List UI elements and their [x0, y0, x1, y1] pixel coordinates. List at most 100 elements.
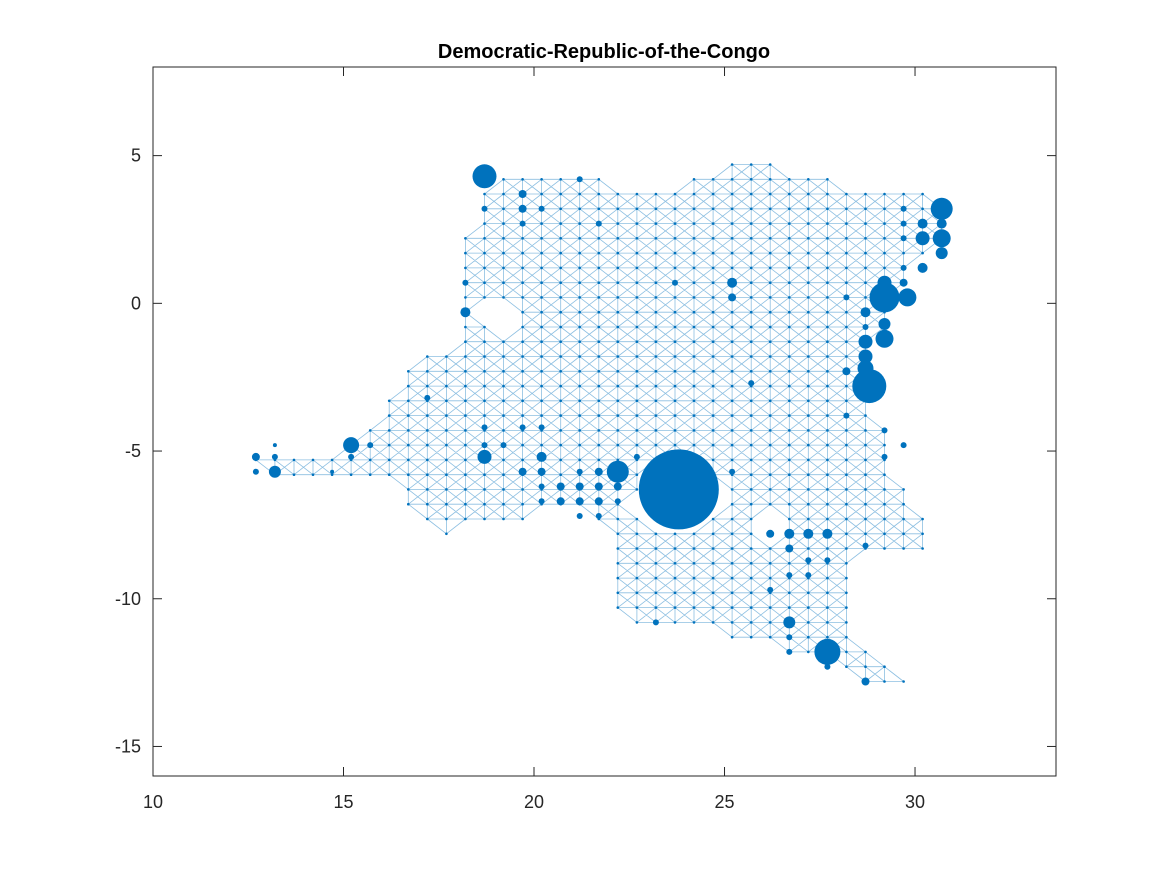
mesh-node [711, 251, 715, 255]
mesh-node [826, 591, 829, 595]
mesh-node [788, 207, 791, 211]
mesh-node [692, 325, 696, 329]
mesh-node [445, 429, 448, 432]
mesh-node [464, 296, 467, 299]
mesh-node [768, 473, 772, 477]
mesh-node [426, 502, 429, 506]
mesh-node [597, 355, 601, 358]
mesh-node [673, 251, 677, 255]
mesh-node [616, 458, 620, 462]
mesh-node [711, 266, 715, 270]
mesh-node [807, 621, 810, 624]
data-point [424, 394, 431, 401]
mesh-node [864, 650, 867, 654]
data-point [783, 616, 796, 629]
mesh-node [902, 517, 905, 521]
mesh-node [673, 237, 677, 240]
mesh-node [521, 266, 524, 270]
mesh-node [749, 310, 753, 314]
mesh-node [768, 443, 772, 447]
mesh-node [826, 237, 829, 240]
mesh-node [368, 458, 372, 462]
data-point [857, 360, 874, 377]
mesh-node [826, 488, 829, 491]
mesh-node [635, 606, 639, 609]
mesh-node [445, 443, 448, 447]
data-point [858, 349, 873, 364]
mesh-node [445, 502, 448, 506]
mesh-node [654, 222, 658, 225]
mesh-node [826, 576, 829, 580]
mesh-node [578, 414, 581, 417]
data-point [614, 498, 621, 505]
mesh-node [692, 414, 696, 417]
mesh-node [387, 414, 391, 417]
mesh-node [788, 266, 791, 270]
mesh-node [711, 384, 715, 388]
mesh-node [673, 355, 677, 358]
mesh-node [768, 384, 772, 388]
mesh-node [749, 473, 753, 477]
mesh-node [559, 310, 562, 314]
mesh-node [521, 340, 524, 344]
mesh-node [559, 443, 562, 447]
mesh-node [845, 207, 848, 211]
data-point [595, 220, 602, 227]
mesh-node [559, 429, 562, 432]
data-point [576, 176, 583, 183]
mesh-node [578, 443, 581, 447]
mesh-node [883, 532, 886, 536]
mesh-node [711, 576, 715, 580]
mesh-node [845, 576, 848, 580]
mesh-node [673, 384, 677, 388]
chart-title: Democratic-Republic-of-the-Congo [438, 41, 770, 63]
mesh-node [807, 384, 810, 388]
mesh-node [559, 355, 562, 358]
mesh-node [768, 192, 772, 196]
mesh-node [711, 296, 715, 299]
mesh-node [654, 296, 658, 299]
data-point [518, 467, 527, 476]
mesh-node [540, 296, 543, 299]
mesh-node [502, 399, 505, 403]
data-point [917, 218, 928, 229]
data-point [786, 572, 793, 579]
mesh-node [521, 502, 524, 506]
mesh-node [597, 399, 601, 403]
mesh-node [673, 576, 677, 580]
data-point [613, 482, 622, 491]
data-point [652, 619, 659, 626]
mesh-node [692, 399, 696, 403]
mesh-node [616, 281, 620, 285]
mesh-node [864, 458, 867, 462]
mesh-node [387, 429, 391, 432]
mesh-node [521, 355, 524, 358]
data-point [748, 380, 755, 387]
axes-box [152, 66, 1057, 777]
mesh-node [616, 429, 620, 432]
mesh-node [788, 281, 791, 285]
data-point [268, 465, 281, 478]
mesh-node [654, 591, 658, 595]
mesh-node [749, 532, 753, 536]
mesh-node [788, 237, 791, 240]
mesh-node [807, 502, 810, 506]
mesh-node [730, 621, 734, 624]
mesh-node [502, 296, 505, 299]
mesh-node [807, 325, 810, 329]
data-point [860, 307, 871, 318]
mesh-node [788, 488, 791, 491]
mesh-node [616, 370, 620, 373]
mesh-node [711, 517, 715, 521]
mesh-node [654, 266, 658, 270]
x-tick-label: 25 [715, 792, 735, 812]
mesh-node [826, 355, 829, 358]
mesh-node [921, 547, 924, 550]
mesh-node [730, 443, 734, 447]
data-point [343, 437, 360, 454]
mesh-node [654, 355, 658, 358]
data-point [536, 451, 547, 462]
mesh-node [426, 414, 429, 417]
mesh-node [407, 443, 410, 447]
data-point [252, 468, 259, 475]
